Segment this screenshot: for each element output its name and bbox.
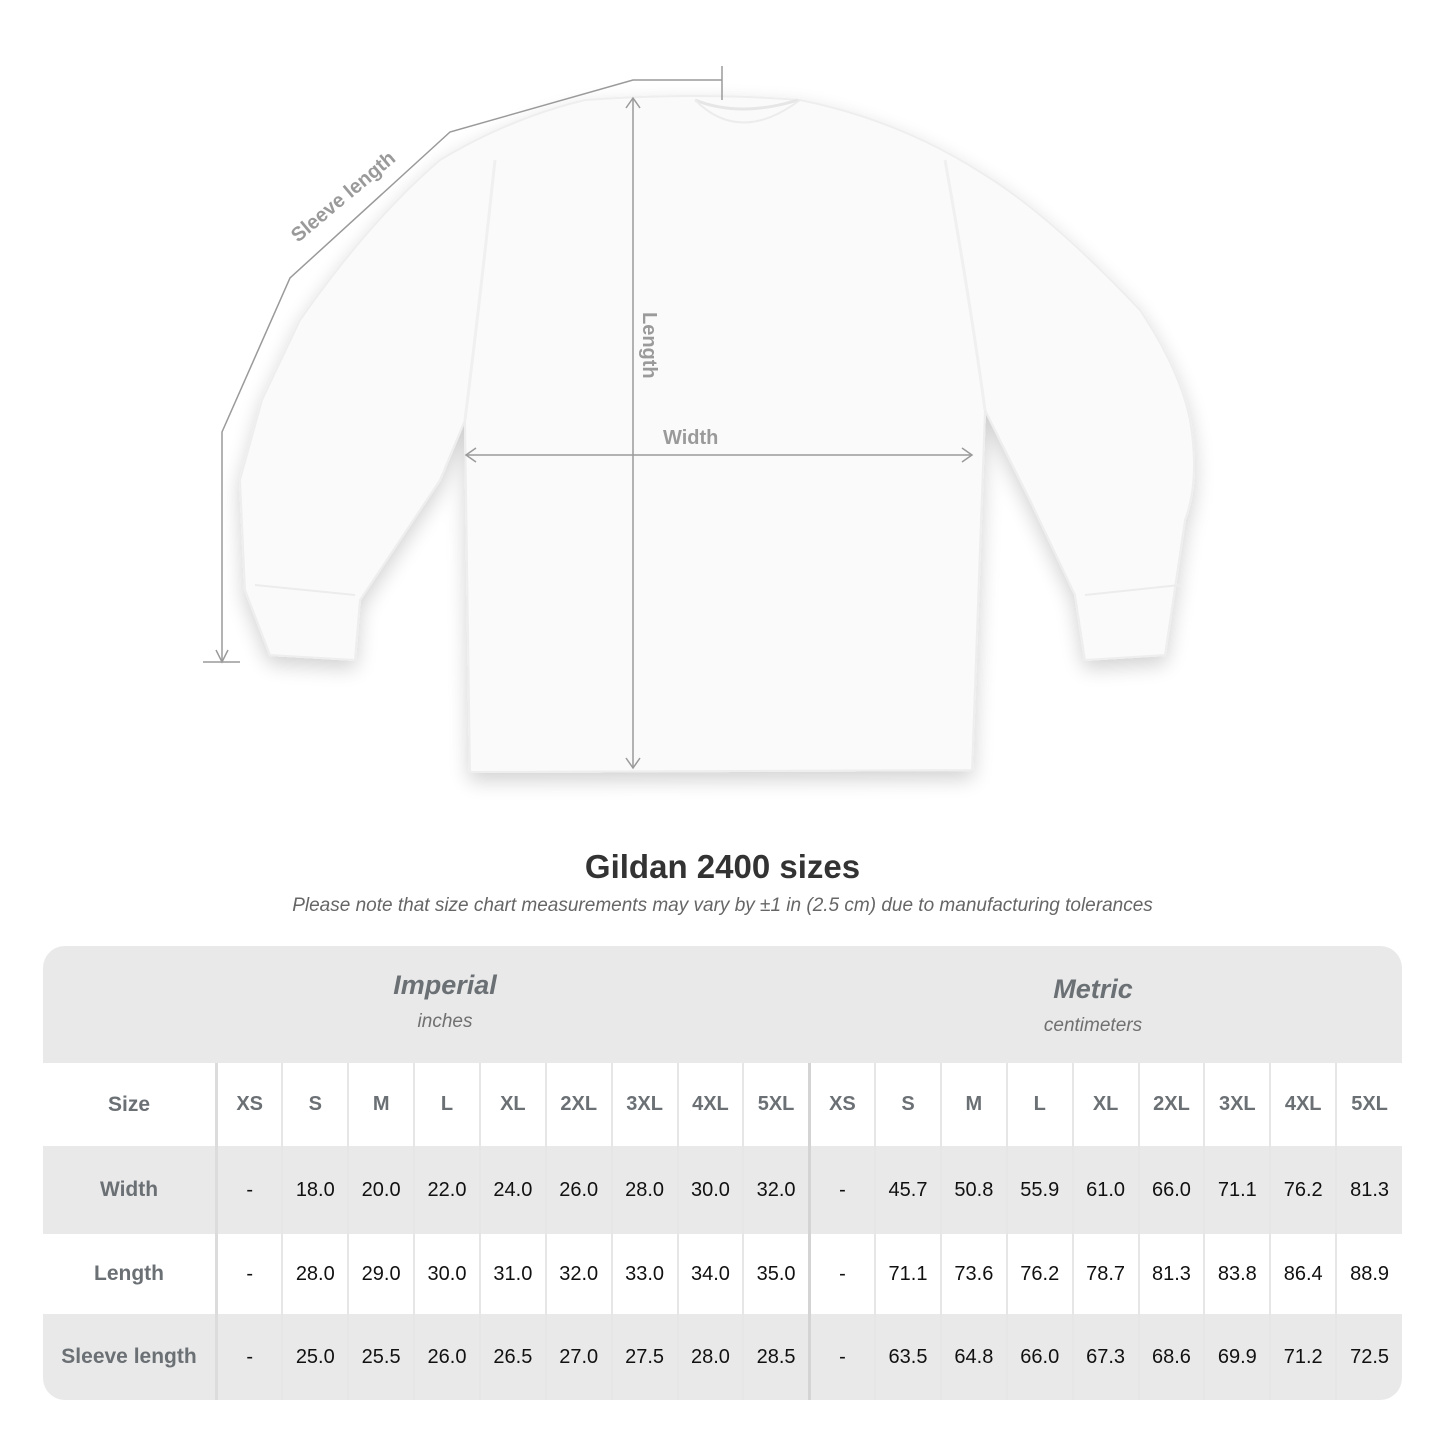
imperial-value-cell: 28.0 bbox=[281, 1234, 349, 1314]
metric-value-cell: 86.4 bbox=[1269, 1234, 1337, 1314]
metric-value-cell: 55.9 bbox=[1005, 1146, 1073, 1234]
imperial-value-cell: 28.5 bbox=[742, 1314, 810, 1400]
metric-value-cell: - bbox=[807, 1234, 876, 1314]
metric-value-cell: - bbox=[807, 1146, 876, 1234]
metric-value-cell: 64.8 bbox=[939, 1314, 1007, 1400]
table-row: Length -28.0 29.0 30.0 31.0 32.0 33.0 34.0 35.0-… bbox=[43, 1234, 1402, 1314]
width-measure bbox=[464, 447, 974, 463]
imperial-value-cell: - bbox=[215, 1146, 283, 1234]
metric-value-cell: 71.1 bbox=[874, 1234, 941, 1314]
imperial-header: Imperial inches bbox=[215, 970, 675, 1033]
imperial-size-header: 4XL bbox=[676, 1063, 744, 1146]
metric-size-header: L bbox=[1005, 1063, 1073, 1146]
imperial-value-cell: 30.0 bbox=[676, 1146, 744, 1234]
metric-header: Metric centimeters bbox=[863, 974, 1323, 1037]
imperial-value-cell: 30.0 bbox=[413, 1234, 480, 1314]
imperial-value-cell: 32.0 bbox=[742, 1146, 810, 1234]
metric-value-cell: 76.2 bbox=[1005, 1234, 1073, 1314]
row-label: Length bbox=[43, 1234, 218, 1314]
metric-size-header: 3XL bbox=[1203, 1063, 1271, 1146]
imperial-value-cell: 26.0 bbox=[413, 1314, 480, 1400]
metric-value-cell: 81.3 bbox=[1137, 1234, 1205, 1314]
size-label: Size bbox=[43, 1063, 218, 1146]
imperial-value-cell: 31.0 bbox=[478, 1234, 546, 1314]
imperial-value-cell: 28.0 bbox=[676, 1314, 744, 1400]
metric-size-header: XL bbox=[1071, 1063, 1139, 1146]
metric-size-header: 2XL bbox=[1137, 1063, 1205, 1146]
imperial-size-header: 2XL bbox=[544, 1063, 612, 1146]
row-label: Sleeve length bbox=[43, 1314, 218, 1400]
metric-value-cell: 76.2 bbox=[1269, 1146, 1337, 1234]
metric-value-cell: 68.6 bbox=[1137, 1314, 1205, 1400]
table-row: Width -18.0 20.0 22.0 24.0 26.0 28.0 30.0 32.0-4… bbox=[43, 1146, 1402, 1234]
width-label: Width bbox=[663, 427, 718, 449]
page-title: Gildan 2400 sizes bbox=[584, 848, 861, 885]
imperial-value-cell: 26.0 bbox=[544, 1146, 612, 1234]
metric-size-header: S bbox=[874, 1063, 941, 1146]
metric-value-cell: 67.3 bbox=[1071, 1314, 1139, 1400]
metric-value-cell: 83.8 bbox=[1203, 1234, 1271, 1314]
imperial-value-cell: 33.0 bbox=[610, 1234, 678, 1314]
imperial-size-header: M bbox=[347, 1063, 415, 1146]
metric-value-cell: 45.7 bbox=[874, 1146, 941, 1234]
imperial-title: Imperial bbox=[393, 970, 497, 1000]
imperial-value-cell: 35.0 bbox=[742, 1234, 810, 1314]
metric-value-cell: 63.5 bbox=[874, 1314, 941, 1400]
metric-value-cell: 61.0 bbox=[1071, 1146, 1139, 1234]
sleeve-length-measure bbox=[203, 66, 723, 664]
metric-value-cell: 69.9 bbox=[1203, 1314, 1271, 1400]
imperial-value-cell: 32.0 bbox=[544, 1234, 612, 1314]
shirt-illustration: Sleeve length Length Width bbox=[203, 66, 1195, 774]
unit-header-band bbox=[43, 946, 1402, 1063]
imperial-value-cell: 27.5 bbox=[610, 1314, 678, 1400]
imperial-value-cell: 29.0 bbox=[347, 1234, 415, 1314]
imperial-value-cell: 18.0 bbox=[281, 1146, 349, 1234]
metric-unit: centimeters bbox=[1043, 1015, 1143, 1036]
imperial-size-header: 3XL bbox=[610, 1063, 678, 1146]
metric-value-cell: 66.0 bbox=[1137, 1146, 1205, 1234]
length-measure bbox=[625, 96, 641, 770]
metric-value-cell: 78.7 bbox=[1071, 1234, 1139, 1314]
metric-value-cell: 66.0 bbox=[1005, 1314, 1073, 1400]
metric-value-cell: 71.1 bbox=[1203, 1146, 1271, 1234]
metric-size-header: 4XL bbox=[1269, 1063, 1337, 1146]
metric-size-header: XS bbox=[807, 1063, 876, 1146]
metric-value-cell: - bbox=[807, 1314, 876, 1400]
imperial-value-cell: 27.0 bbox=[544, 1314, 612, 1400]
imperial-value-cell: 24.0 bbox=[478, 1146, 546, 1234]
metric-value-cell: 50.8 bbox=[939, 1146, 1007, 1234]
metric-value-cell: 73.6 bbox=[939, 1234, 1007, 1314]
size-header-row: Size XS S M L XL 2XL 3XL 4XL 5XL XS S M L XL 2XL 3XL 4XL… bbox=[43, 1063, 1402, 1146]
imperial-value-cell: 22.0 bbox=[413, 1146, 480, 1234]
metric-title: Metric bbox=[1053, 974, 1133, 1004]
imperial-value-cell: 25.0 bbox=[281, 1314, 349, 1400]
size-table: Size XS S M L XL 2XL 3XL 4XL 5XL XS S M L XL 2XL 3XL 4XL… bbox=[43, 1063, 1402, 1400]
size-chart: Imperial inches Metric centimeters Size … bbox=[43, 946, 1402, 1400]
metric-size-header: 5XL bbox=[1335, 1063, 1402, 1146]
metric-value-cell: 71.2 bbox=[1269, 1314, 1337, 1400]
metric-size-header: M bbox=[939, 1063, 1007, 1146]
imperial-value-cell: 28.0 bbox=[610, 1146, 678, 1234]
length-label: Length bbox=[638, 312, 660, 379]
imperial-value-cell: 25.5 bbox=[347, 1314, 415, 1400]
imperial-size-header: XS bbox=[215, 1063, 283, 1146]
imperial-unit: inches bbox=[417, 1011, 473, 1032]
imperial-value-cell: 34.0 bbox=[676, 1234, 744, 1314]
imperial-value-cell: - bbox=[215, 1234, 283, 1314]
imperial-size-header: 5XL bbox=[742, 1063, 810, 1146]
long-sleeve-shirt bbox=[238, 95, 1195, 774]
metric-value-cell: 81.3 bbox=[1335, 1146, 1402, 1234]
metric-value-cell: 88.9 bbox=[1335, 1234, 1402, 1314]
row-label: Width bbox=[43, 1146, 218, 1234]
imperial-size-header: XL bbox=[478, 1063, 546, 1146]
imperial-value-cell: - bbox=[215, 1314, 283, 1400]
imperial-value-cell: 20.0 bbox=[347, 1146, 415, 1234]
table-row: Sleeve length -25.0 25.5 26.0 26.5 27.0 27.5 28… bbox=[43, 1314, 1402, 1400]
imperial-value-cell: 26.5 bbox=[478, 1314, 546, 1400]
metric-value-cell: 72.5 bbox=[1335, 1314, 1402, 1400]
tolerance-note: Please note that size chart measurements… bbox=[292, 895, 1153, 916]
imperial-size-header: L bbox=[413, 1063, 480, 1146]
imperial-size-header: S bbox=[281, 1063, 349, 1146]
